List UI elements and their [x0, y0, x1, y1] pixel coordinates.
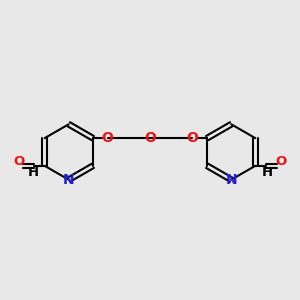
Text: H: H [262, 166, 273, 179]
Text: O: O [102, 131, 114, 145]
Text: H: H [27, 166, 38, 179]
Text: N: N [225, 173, 237, 187]
Text: O: O [275, 155, 286, 168]
Text: O: O [186, 131, 198, 145]
Text: O: O [144, 131, 156, 145]
Text: N: N [63, 173, 75, 187]
Text: O: O [14, 155, 25, 168]
